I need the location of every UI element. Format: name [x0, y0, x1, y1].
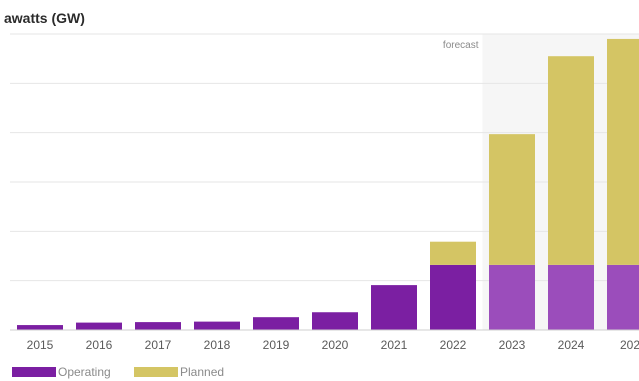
x-tick-label: 2020: [322, 338, 349, 352]
x-tick-label: 2016: [86, 338, 113, 352]
x-tick-label: 2022: [440, 338, 467, 352]
legend-label-planned: Planned: [180, 365, 225, 379]
bar-operating-2015: [17, 325, 63, 330]
x-tick-label: 2024: [558, 338, 585, 352]
bar-operating-2019: [253, 317, 299, 330]
bar-operating-2017: [135, 322, 181, 330]
legend-item-planned: Planned: [134, 364, 224, 380]
x-tick-label: 2017: [145, 338, 172, 352]
x-tick-label: 2015: [27, 338, 54, 352]
bar-operating-2022: [430, 264, 476, 330]
x-tick-label: 2021: [381, 338, 408, 352]
bar-operating-2020: [312, 312, 358, 330]
x-tick-label: 2019: [263, 338, 290, 352]
bar-operating-2016: [76, 322, 122, 330]
bar-operating-202: [607, 264, 639, 330]
bar-operating-2024: [548, 264, 594, 330]
bar-planned-2022: [430, 241, 476, 265]
chart-title: awatts (GW): [4, 10, 85, 26]
x-tick-label: 202: [620, 338, 639, 352]
bar-operating-2018: [194, 321, 240, 330]
legend-swatch-operating: [12, 367, 56, 377]
forecast-label: forecast: [443, 40, 479, 51]
x-tick-label: 2023: [499, 338, 526, 352]
legend-swatch-planned: [134, 367, 178, 377]
legend-label-operating: Operating: [58, 365, 111, 379]
legend-item-operating: Operating: [12, 364, 111, 380]
bar-operating-2021: [371, 285, 417, 330]
bar-planned-202: [607, 38, 639, 265]
x-tick-label: 2018: [204, 338, 231, 352]
bar-planned-2024: [548, 56, 594, 265]
bar-operating-2023: [489, 264, 535, 330]
bar-planned-2023: [489, 134, 535, 265]
